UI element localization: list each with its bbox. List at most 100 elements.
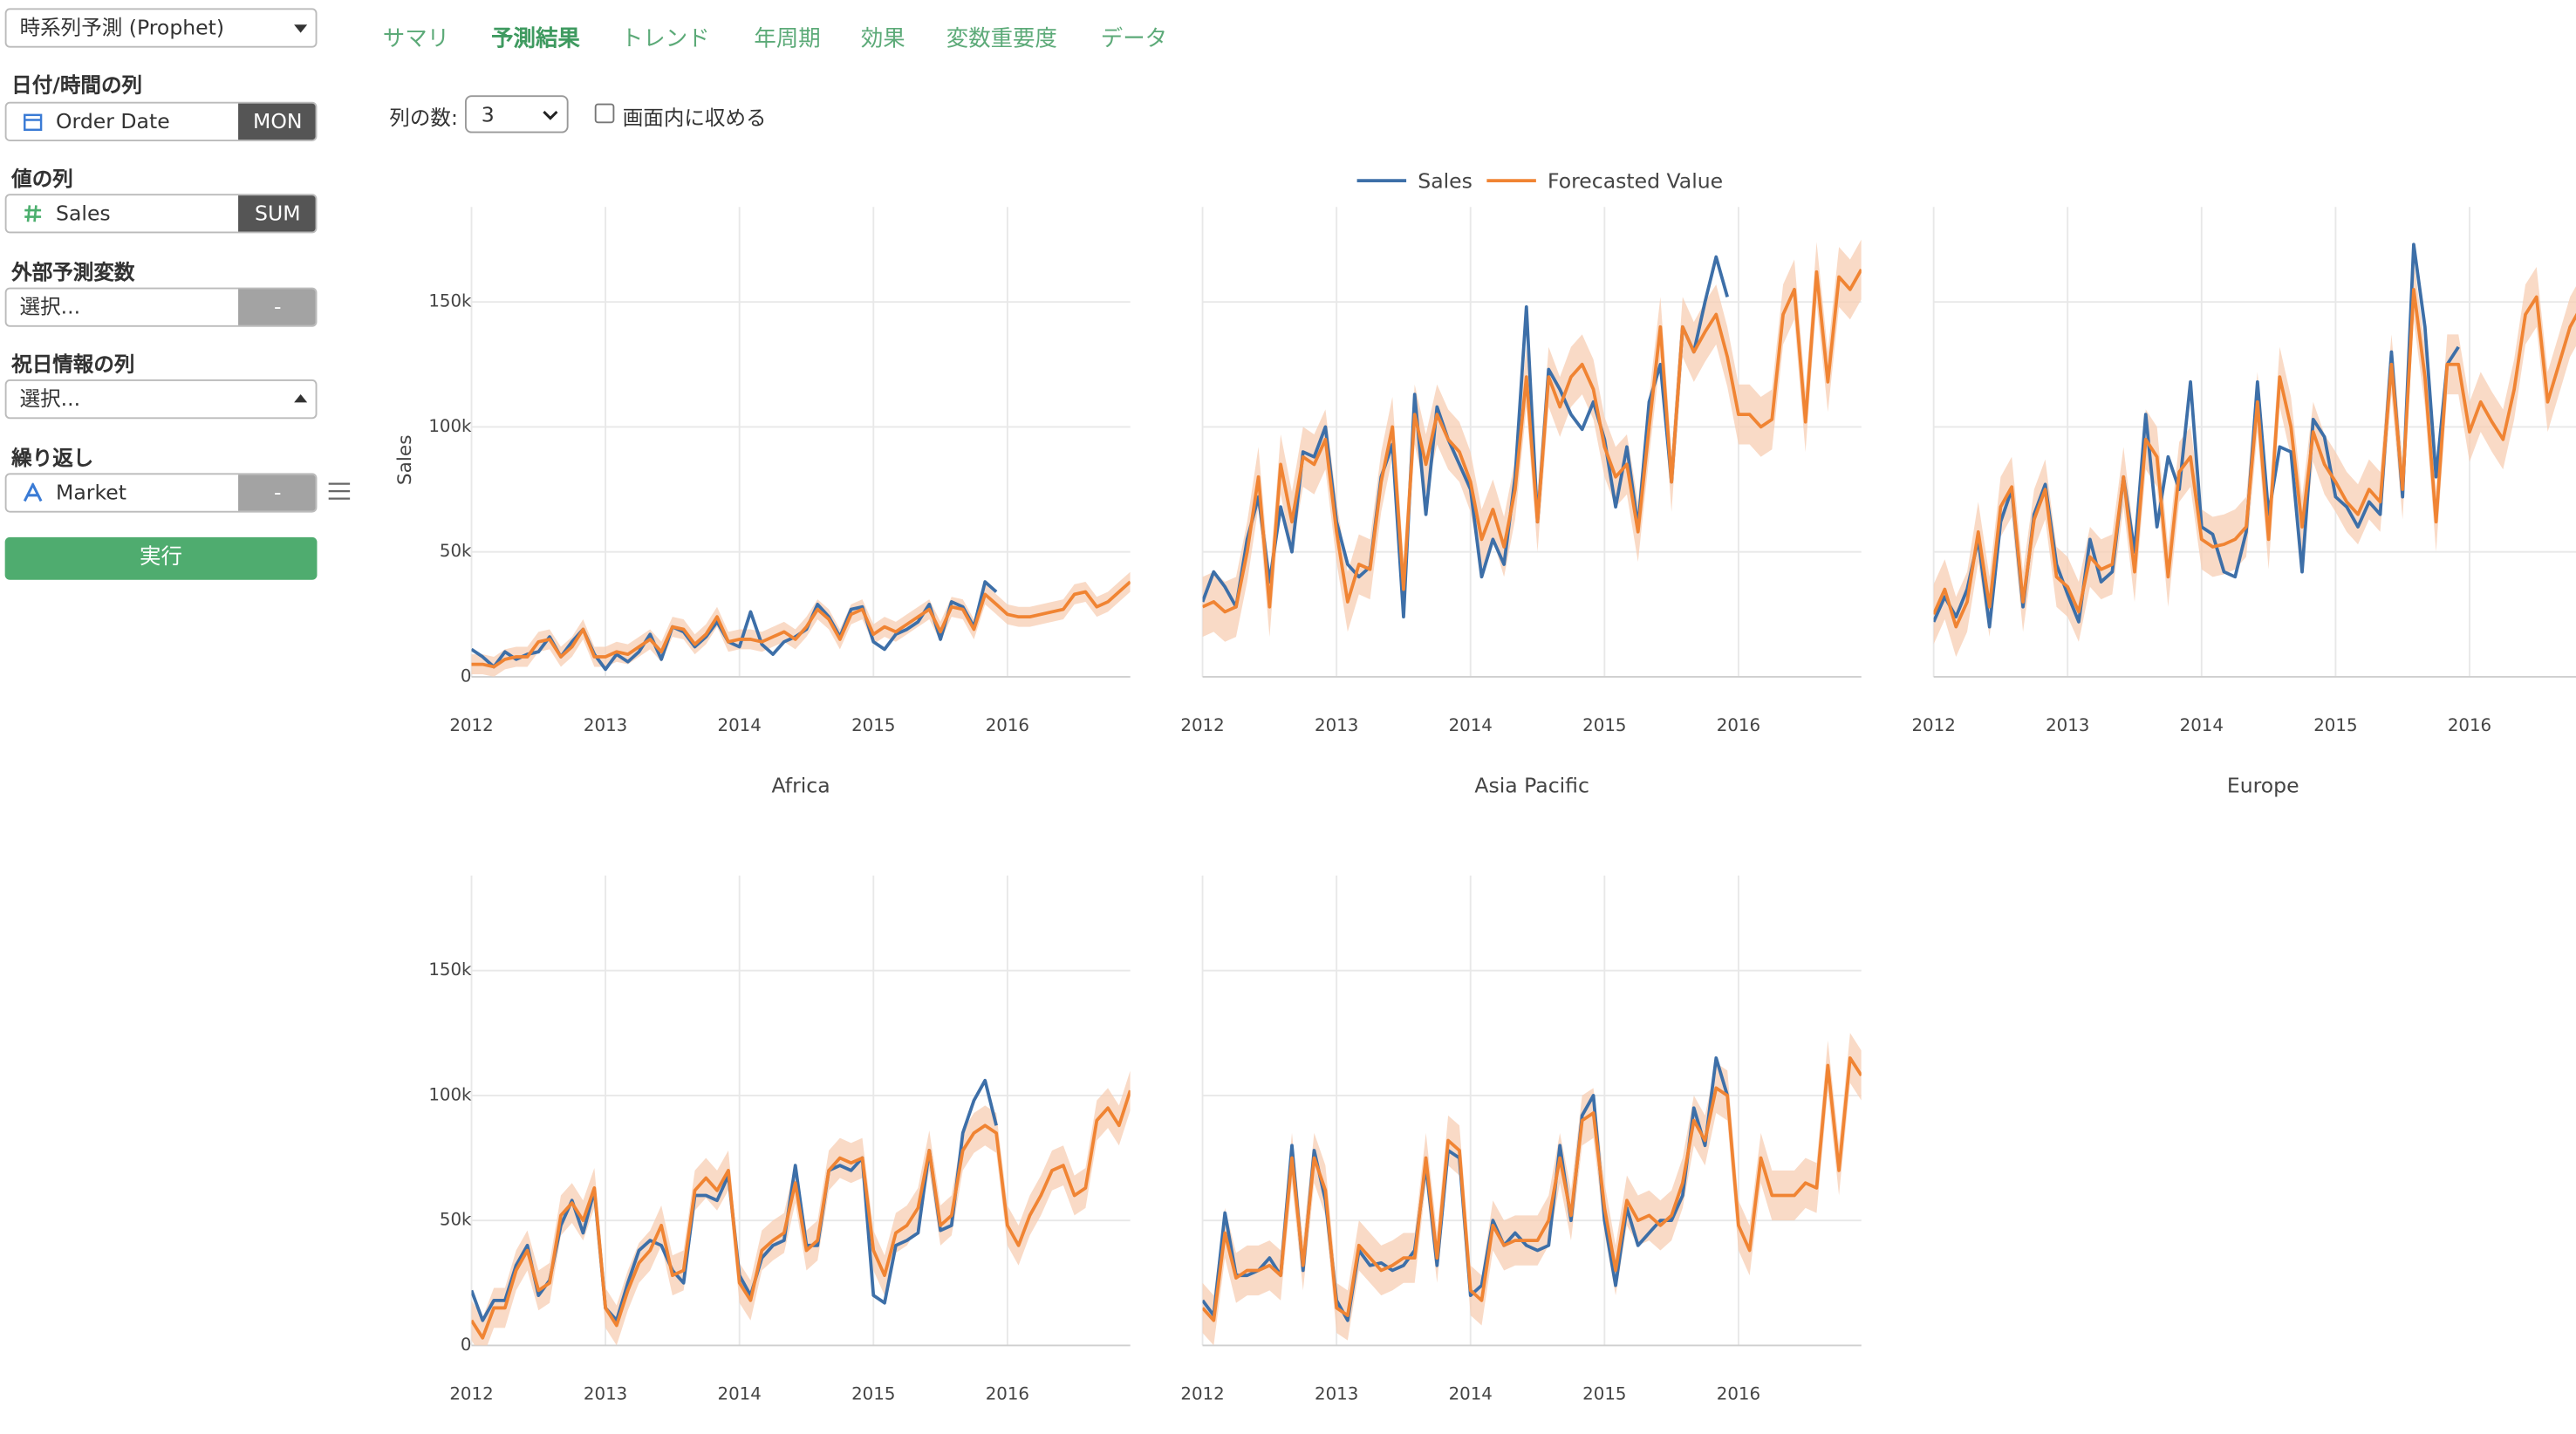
y-tick-label: 150k — [428, 959, 472, 980]
value-column: Sales — [56, 200, 111, 226]
tab[interactable]: 予測結果 — [491, 26, 580, 53]
y-tick-label: 0 — [461, 1335, 472, 1355]
x-tick-label: 2014 — [718, 1383, 762, 1403]
tab[interactable]: 変数重要度 — [946, 26, 1057, 53]
regressor-button[interactable]: - — [238, 289, 316, 325]
forecast-line — [1933, 287, 2576, 629]
chevron — [543, 110, 558, 120]
repeat-field[interactable]: Market - — [4, 473, 318, 513]
x-tick-label: 2013 — [584, 715, 627, 735]
x-tick-label: 2013 — [1315, 715, 1358, 735]
x-tick-label: 2015 — [2313, 715, 2357, 735]
run-button[interactable]: 実行 — [4, 536, 318, 580]
x-tick-label: 2016 — [986, 715, 1029, 735]
analysis-select[interactable]: 時系列予測 (Prophet) — [4, 8, 318, 48]
value-field[interactable]: Sales SUM — [4, 194, 318, 234]
x-tick-label: 2014 — [718, 715, 762, 735]
x-tick-label: 2013 — [584, 1383, 627, 1403]
y-axis-label: Sales — [394, 435, 416, 486]
x-tick-label: 2015 — [1582, 1383, 1626, 1403]
panel: 2012 2013 2014 2015 2016 Asia Pacific — [1180, 207, 1862, 798]
y-tick-label: 150k — [428, 291, 472, 311]
repeat-column: Market — [56, 479, 126, 505]
regressor-label: 外部予測変数 — [11, 259, 135, 284]
date-unit[interactable]: MON — [238, 103, 316, 140]
forecast-line — [471, 1089, 1131, 1340]
x-tick-label: 2016 — [1717, 1383, 1760, 1403]
x-tick-label: 2014 — [2180, 715, 2224, 735]
legend-label: Forecasted Value — [1548, 169, 1723, 194]
holiday-label: 祝日情報の列 — [11, 352, 135, 377]
x-tick-label: 2012 — [1180, 1383, 1224, 1403]
text-icon — [23, 482, 43, 502]
forecast-band — [1933, 259, 2576, 657]
plot-area — [1933, 242, 2576, 657]
legend-label: Sales — [1418, 169, 1472, 194]
panel-title: Europe — [2227, 774, 2299, 798]
x-tick-label: 2012 — [449, 715, 493, 735]
fit-checkbox[interactable] — [594, 103, 615, 124]
x-tick-label: 2015 — [1582, 715, 1626, 735]
regressor-field[interactable]: 選択... - — [4, 287, 318, 327]
y-tick-label: 50k — [440, 541, 472, 561]
y-tick-label: 100k — [428, 1084, 472, 1104]
tab[interactable]: 年周期 — [754, 26, 821, 53]
x-tick-label: 2014 — [1449, 1383, 1493, 1403]
forecast-line — [1202, 1056, 1862, 1322]
columns-value: 3 — [481, 101, 495, 127]
x-tick-label: 2012 — [449, 1383, 493, 1403]
panel: 2012 2013 2014 2015 2016 0 50k 100k 150k Africa — [428, 207, 1131, 798]
repeat-button[interactable]: - — [238, 475, 316, 511]
forecast-line — [471, 580, 1131, 669]
panel-title: Africa — [772, 774, 830, 798]
fit-label: 画面内に収める — [622, 105, 767, 130]
columns-label: 列の数: — [389, 105, 458, 130]
holiday-select[interactable]: 選択... — [4, 379, 318, 420]
forecast-band — [1202, 1033, 1862, 1346]
number-icon — [24, 205, 42, 222]
date-field[interactable]: Order Date MON — [4, 101, 318, 141]
x-tick-label: 2016 — [2448, 715, 2491, 735]
x-tick-label: 2012 — [1180, 715, 1224, 735]
date-label: 日付/時間の列 — [11, 72, 143, 98]
x-tick-label: 2014 — [1449, 715, 1493, 735]
panel-title: Asia Pacific — [1474, 774, 1589, 798]
menu-icon[interactable] — [327, 481, 352, 502]
columns-select[interactable]: 3 — [464, 95, 569, 133]
y-tick-label: 100k — [428, 416, 472, 436]
x-tick-label: 2015 — [851, 715, 895, 735]
date-column: Order Date — [56, 108, 170, 133]
caret — [294, 393, 308, 403]
value-label: 値の列 — [11, 166, 73, 191]
x-tick-label: 2012 — [1911, 715, 1955, 735]
y-tick-label: 50k — [440, 1210, 472, 1230]
forecast-band — [471, 571, 1131, 677]
x-tick-label: 2016 — [1717, 715, 1760, 735]
tab[interactable]: サマリ — [382, 26, 450, 53]
plot-area — [471, 571, 1131, 677]
regressor-placeholder: 選択... — [19, 294, 81, 319]
x-tick-label: 2013 — [1315, 1383, 1358, 1403]
y-tick-label: 0 — [461, 666, 472, 686]
forecast-line — [1202, 268, 1862, 614]
x-tick-label: 2013 — [2046, 715, 2089, 735]
tab[interactable]: トレンド — [620, 26, 710, 53]
calendar-icon — [24, 113, 43, 132]
holiday-placeholder: 選択... — [19, 386, 81, 411]
caret — [294, 24, 308, 33]
analysis-type: 時系列予測 (Prophet) — [19, 14, 225, 40]
repeat-label: 繰り返し — [11, 445, 94, 470]
plot-area — [471, 1070, 1131, 1346]
tab[interactable]: データ — [1100, 26, 1168, 53]
panel: 2012 2013 2014 2015 2016 Europe — [1911, 207, 2576, 798]
panel: 2012 2013 2014 2015 2016 0 50k 100k 150k — [428, 875, 1131, 1403]
value-agg[interactable]: SUM — [238, 195, 316, 232]
plot-area — [1202, 239, 1862, 642]
plot-area — [1202, 1033, 1862, 1346]
x-tick-label: 2016 — [986, 1383, 1029, 1403]
tab[interactable]: 効果 — [860, 26, 905, 53]
x-tick-label: 2015 — [851, 1383, 895, 1403]
